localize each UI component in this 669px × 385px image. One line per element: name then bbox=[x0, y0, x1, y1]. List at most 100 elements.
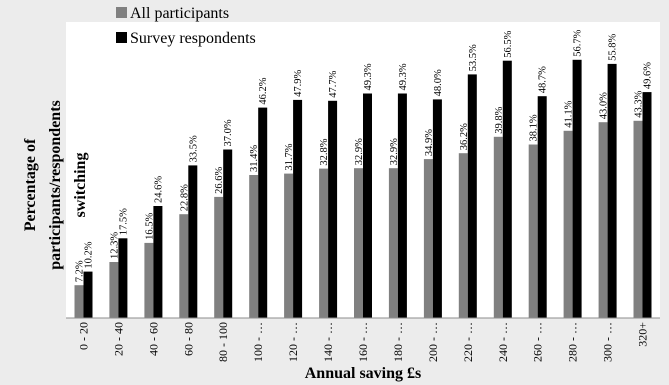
x-tick-label: 20 - 40 bbox=[111, 322, 125, 356]
data-label-survey-respondents-13: 48.7% bbox=[538, 66, 549, 93]
x-axis-title: Annual saving £s bbox=[305, 365, 422, 382]
bar-all-participants-7 bbox=[319, 168, 329, 318]
data-label-all-participants-3: 22.8% bbox=[179, 184, 190, 211]
x-tick-label: 280 - … bbox=[566, 322, 580, 362]
bar-all-participants-16 bbox=[633, 120, 643, 318]
x-tick-label: 300 - … bbox=[601, 322, 615, 362]
bar-all-participants-9 bbox=[388, 168, 398, 318]
data-label-all-participants-8: 32.9% bbox=[354, 138, 365, 165]
bar-all-participants-1 bbox=[109, 262, 119, 318]
bar-all-participants-0 bbox=[74, 285, 84, 318]
bar-all-participants-2 bbox=[144, 242, 154, 318]
data-label-all-participants-6: 31.7% bbox=[284, 143, 295, 170]
bar-survey-respondents-6 bbox=[293, 99, 303, 319]
data-label-survey-respondents-3: 33.5% bbox=[188, 135, 199, 162]
x-tick-label: 320+ bbox=[636, 322, 650, 347]
data-label-survey-respondents-15: 55.8% bbox=[608, 34, 619, 61]
data-label-survey-respondents-8: 49.3% bbox=[363, 63, 374, 90]
bar-survey-respondents-11 bbox=[467, 74, 477, 319]
data-label-all-participants-0: 7.2% bbox=[75, 260, 86, 282]
bar-survey-respondents-15 bbox=[607, 63, 617, 319]
data-label-all-participants-9: 32.9% bbox=[389, 138, 400, 165]
data-label-all-participants-7: 32.8% bbox=[319, 138, 330, 165]
data-label-all-participants-14: 41.1% bbox=[564, 100, 575, 127]
data-label-survey-respondents-14: 56.7% bbox=[573, 29, 584, 56]
bar-survey-respondents-16 bbox=[642, 92, 652, 318]
bar-survey-respondents-4 bbox=[223, 149, 233, 318]
bar-all-participants-8 bbox=[354, 168, 363, 318]
data-label-survey-respondents-1: 17.5% bbox=[118, 208, 129, 235]
x-tick-label: 180 - … bbox=[391, 322, 405, 362]
x-tick-label: 240 - … bbox=[496, 322, 510, 362]
x-tick-label: 140 - … bbox=[321, 322, 335, 362]
legend-swatch-survey-respondents bbox=[116, 32, 127, 43]
x-tick-label: 160 - … bbox=[356, 322, 370, 362]
x-tick-labels-group: 0 - 20 20 - 40 40 - 60 60 - 80 80 - 100 100 -… bbox=[77, 322, 650, 362]
x-tick-label: 40 - 60 bbox=[146, 322, 160, 356]
data-label-all-participants-5: 31.4% bbox=[249, 145, 260, 172]
bar-all-participants-14 bbox=[563, 130, 573, 318]
bar-survey-respondents-9 bbox=[397, 93, 407, 318]
bar-all-participants-12 bbox=[493, 136, 503, 318]
data-label-survey-respondents-12: 56.5% bbox=[503, 30, 514, 57]
data-label-survey-respondents-7: 47.7% bbox=[328, 70, 339, 97]
data-label-all-participants-4: 26.6% bbox=[214, 167, 225, 194]
x-tick-label: 260 - … bbox=[531, 322, 545, 362]
data-label-all-participants-13: 38.1% bbox=[529, 114, 540, 141]
bar-survey-respondents-12 bbox=[502, 60, 512, 318]
data-label-survey-respondents-16: 49.6% bbox=[643, 62, 654, 89]
data-labels-group: 7.2%10.2% 12.3%17.5% 16.5% 24.6% 22.8% 33.5% 2… bbox=[75, 29, 654, 282]
data-label-all-participants-1: 12.3% bbox=[109, 232, 120, 259]
data-label-survey-respondents-5: 46.2% bbox=[258, 77, 269, 104]
data-label-survey-respondents-10: 48.0% bbox=[433, 69, 444, 96]
x-tick-label: 100 - … bbox=[251, 322, 265, 362]
data-label-all-participants-15: 43.0% bbox=[599, 92, 610, 119]
bar-survey-respondents-13 bbox=[537, 96, 547, 318]
data-label-all-participants-11: 36.2% bbox=[459, 123, 470, 150]
bar-survey-respondents-10 bbox=[432, 99, 442, 319]
x-tick-label: 80 - 100 bbox=[216, 322, 230, 362]
y-axis-title: Percentage of participants/respondents swi… bbox=[22, 100, 89, 270]
legend-label-all-participants: All participants bbox=[130, 5, 229, 22]
data-label-survey-respondents-9: 49.3% bbox=[398, 63, 409, 90]
x-tick-label: 120 - … bbox=[286, 322, 300, 362]
data-label-survey-respondents-2: 24.6% bbox=[153, 176, 164, 203]
x-tick-label: 220 - … bbox=[461, 322, 475, 362]
data-label-survey-respondents-11: 53.5% bbox=[468, 44, 479, 71]
bar-survey-respondents-14 bbox=[572, 59, 582, 319]
bar-all-participants-5 bbox=[249, 175, 259, 318]
bars-group bbox=[74, 59, 652, 319]
bar-all-participants-11 bbox=[458, 153, 468, 318]
legend-swatch-all-participants bbox=[116, 7, 127, 18]
data-label-all-participants-10: 34.9% bbox=[424, 129, 435, 156]
data-label-all-participants-12: 39.8% bbox=[494, 106, 505, 133]
legend-label-survey-respondents: Survey respondents bbox=[130, 30, 256, 47]
x-tick-label: 60 - 80 bbox=[181, 322, 195, 356]
y-axis-title-line-1: Percentage of bbox=[22, 138, 39, 231]
y-axis-title-line-2: participants/respondents bbox=[47, 100, 64, 270]
bar-all-participants-6 bbox=[284, 173, 294, 318]
data-label-survey-respondents-0: 10.2% bbox=[84, 241, 95, 268]
bar-survey-respondents-2 bbox=[153, 206, 163, 318]
data-label-survey-respondents-4: 37.0% bbox=[223, 119, 234, 146]
bar-survey-respondents-8 bbox=[363, 93, 372, 318]
legend: All participants Survey respondents bbox=[116, 5, 256, 47]
bar-all-participants-13 bbox=[528, 144, 538, 318]
data-label-survey-respondents-6: 47.9% bbox=[293, 70, 304, 97]
bar-survey-respondents-0 bbox=[83, 271, 93, 318]
data-label-all-participants-2: 16.5% bbox=[144, 213, 155, 240]
bar-all-participants-4 bbox=[214, 196, 224, 318]
x-tick-label: 200 - … bbox=[426, 322, 440, 362]
y-axis-title-line-3: switching bbox=[72, 153, 89, 218]
data-label-all-participants-16: 43.3% bbox=[634, 90, 645, 117]
bar-all-participants-15 bbox=[598, 122, 608, 318]
x-tick-label: 0 - 20 bbox=[77, 322, 91, 350]
bar-survey-respondents-5 bbox=[258, 107, 268, 318]
bar-all-participants-10 bbox=[423, 159, 433, 318]
bar-survey-respondents-3 bbox=[188, 165, 198, 318]
bar-survey-respondents-1 bbox=[118, 238, 128, 318]
bar-survey-respondents-7 bbox=[328, 100, 338, 318]
bar-all-participants-3 bbox=[179, 214, 189, 318]
